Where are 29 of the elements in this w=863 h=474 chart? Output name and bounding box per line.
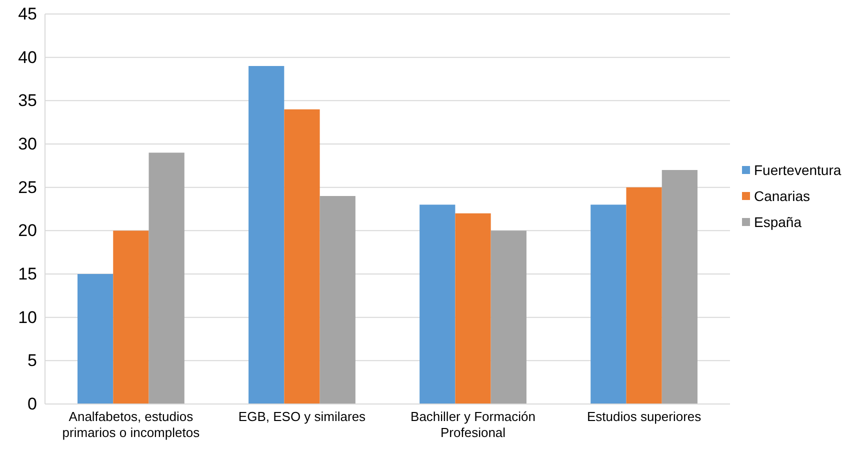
- y-tick-label: 45: [18, 4, 37, 24]
- y-tick-label: 40: [18, 48, 37, 67]
- bar: [248, 66, 284, 404]
- bar: [455, 213, 491, 404]
- x-tick-label: Bachiller y Formación Profesional: [410, 409, 536, 440]
- y-tick-label: 35: [18, 91, 37, 110]
- legend-label: Canarias: [754, 188, 810, 204]
- bar: [148, 152, 184, 404]
- y-tick-label: 0: [28, 394, 37, 414]
- y-tick-label: 25: [18, 178, 37, 197]
- bar: [77, 274, 114, 404]
- y-tick-label: 10: [18, 308, 37, 327]
- bar: [320, 196, 356, 404]
- bar: [420, 204, 456, 404]
- y-tick-label: 5: [28, 351, 37, 370]
- bar: [626, 187, 662, 404]
- y-tick-label: 30: [18, 134, 37, 154]
- bar: [284, 109, 320, 404]
- y-tick-label: 15: [18, 264, 37, 284]
- bar: [490, 230, 526, 404]
- x-tick-label: Analfabetos, estudios primarios o incompletos: [62, 409, 200, 440]
- x-tick-label: Estudios superiores: [586, 409, 702, 424]
- legend-label: Fuerteventura: [754, 162, 842, 178]
- y-tick-label: 20: [18, 221, 37, 240]
- bar: [113, 230, 149, 404]
- legend-label: España: [754, 214, 802, 230]
- bar: [590, 204, 626, 404]
- x-tick-label: EGB, ESO y similares: [238, 409, 366, 424]
- bar: [662, 170, 698, 404]
